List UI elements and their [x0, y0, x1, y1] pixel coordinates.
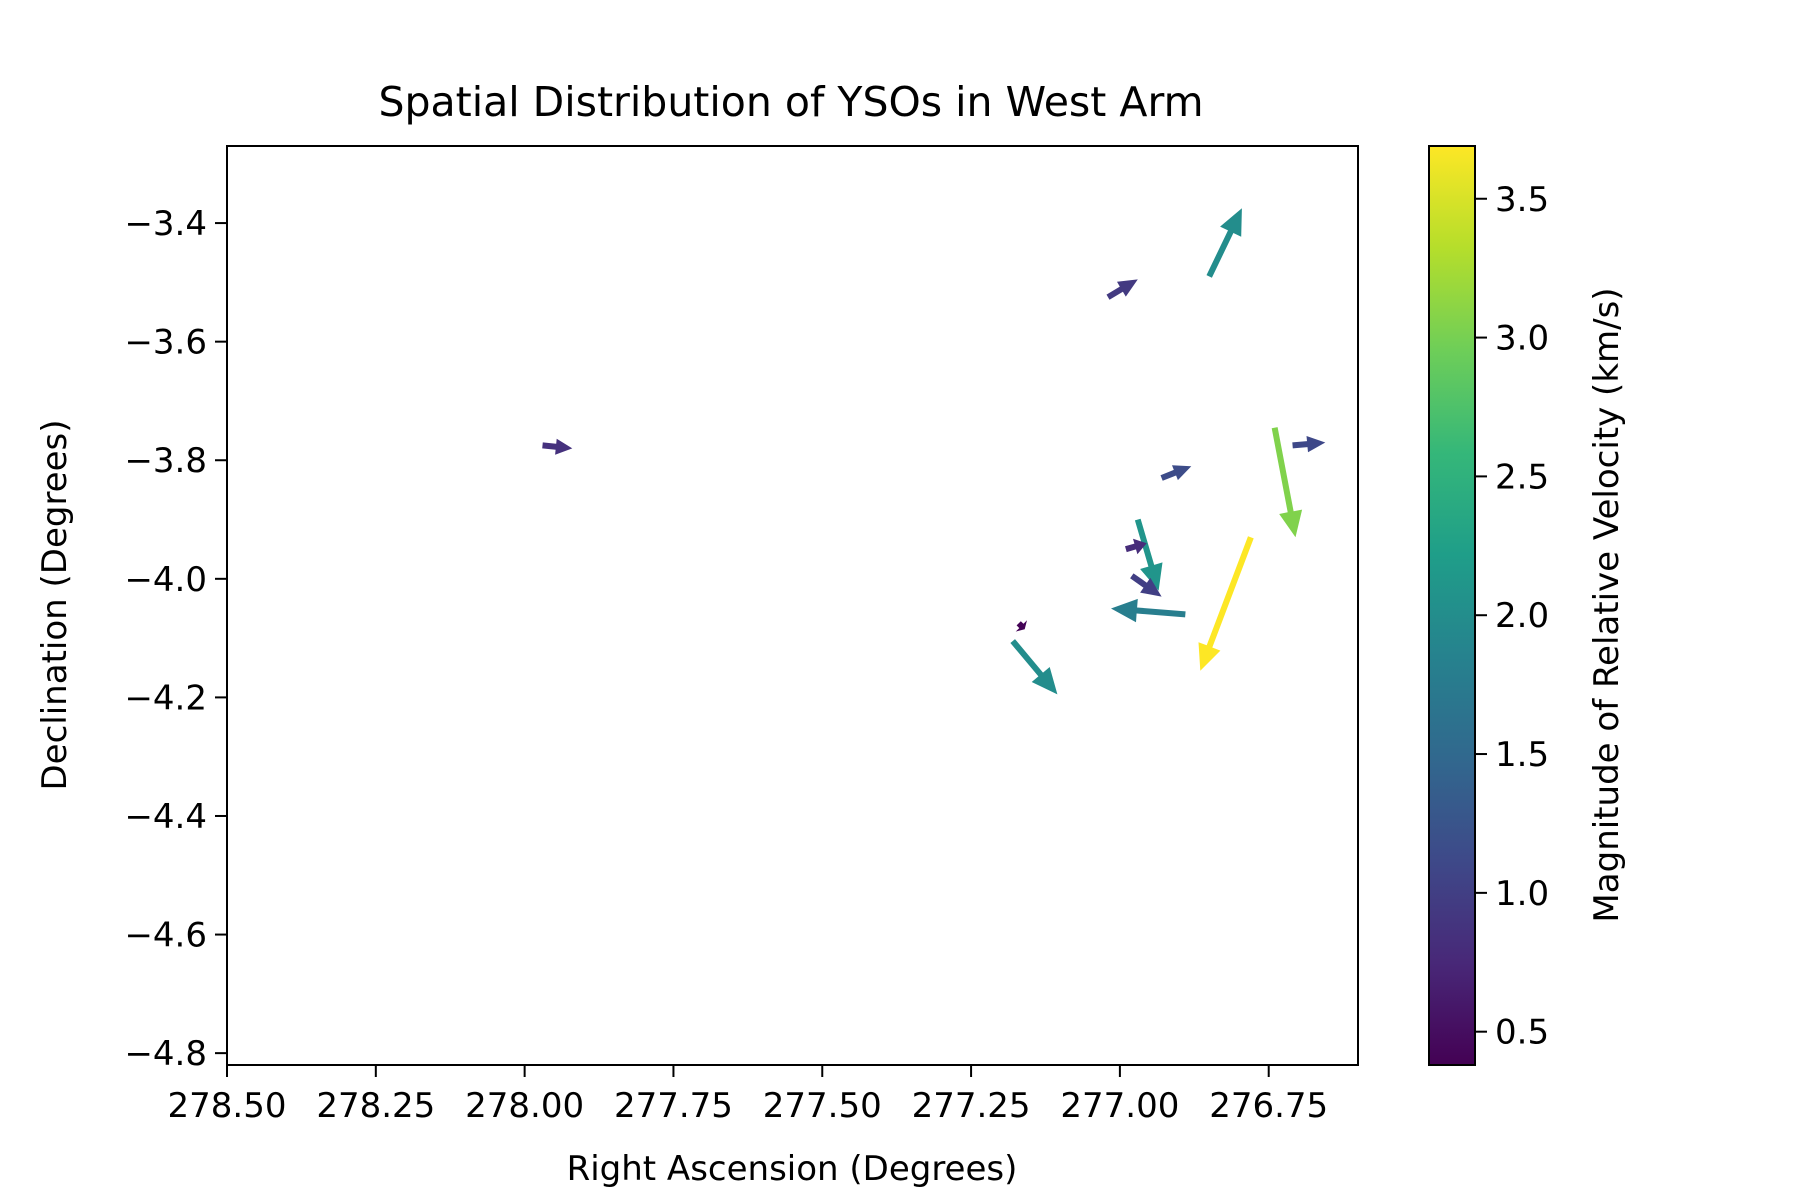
colorbar-ticks: 0.5 1.0 1.5 2.0 2.5 3.0 3.5	[1475, 180, 1549, 1053]
y-tick-label: −4.8	[124, 1034, 207, 1074]
velocity-arrow	[1134, 518, 1163, 591]
y-tick-label: −4.2	[124, 678, 207, 718]
x-tick-label: 278.50	[168, 1086, 287, 1126]
y-axis-title: Declination (Degrees)	[35, 420, 75, 791]
chart-title: Spatial Distribution of YSOs in West Arm	[378, 78, 1203, 126]
x-tick-label: 277.50	[763, 1086, 882, 1126]
velocity-arrow	[1125, 538, 1147, 555]
colorbar-tick-label: 2.5	[1495, 457, 1549, 497]
x-axis-title: Right Ascension (Degrees)	[567, 1149, 1018, 1189]
colorbar: 0.5 1.0 1.5 2.0 2.5 3.0 3.5 Magnitude of Relat…	[1428, 145, 1627, 1066]
velocity-vectors	[542, 208, 1326, 695]
plot-frame	[226, 145, 1359, 1066]
y-tick-label: −3.8	[124, 441, 207, 481]
x-tick-label: 277.25	[912, 1086, 1031, 1126]
y-tick-label: −3.6	[124, 323, 207, 363]
colorbar-tick-label: 2.0	[1495, 596, 1549, 636]
velocity-arrow	[1130, 573, 1162, 597]
velocity-arrow	[1198, 536, 1254, 671]
colorbar-gradient	[1429, 146, 1475, 1065]
colorbar-tick-label: 3.0	[1495, 319, 1549, 359]
colorbar-tick-label: 1.5	[1495, 735, 1549, 775]
velocity-arrow	[1015, 620, 1027, 632]
y-tick-label: −4.0	[124, 560, 207, 600]
plot-area	[226, 145, 1359, 1066]
velocity-arrow	[1106, 279, 1138, 300]
y-tick-label: −4.6	[124, 916, 207, 956]
y-axis-ticks: −3.4 −3.6 −3.8 −4.0 −4.2 −4.4 −4.6 −4.8	[124, 204, 227, 1074]
velocity-arrow	[1271, 427, 1303, 538]
colorbar-tick-label: 3.5	[1495, 180, 1549, 220]
x-axis-ticks: 278.50 278.25 278.00 277.75 277.50 277.25 277.…	[168, 1065, 1328, 1126]
x-tick-label: 277.75	[614, 1086, 733, 1126]
velocity-arrow	[1010, 639, 1058, 695]
colorbar-title: Magnitude of Relative Velocity (km/s)	[1587, 287, 1627, 922]
colorbar-tick-label: 1.0	[1495, 874, 1549, 914]
y-tick-label: −3.4	[124, 204, 207, 244]
velocity-arrow	[542, 438, 573, 455]
velocity-arrow	[1206, 208, 1242, 278]
x-tick-label: 276.75	[1209, 1086, 1328, 1126]
velocity-arrow	[1111, 598, 1186, 623]
x-tick-label: 278.00	[465, 1086, 584, 1126]
colorbar-tick-label: 0.5	[1495, 1013, 1549, 1053]
velocity-arrow	[1292, 436, 1326, 453]
y-tick-label: −4.4	[124, 797, 207, 837]
colorbar-frame	[1428, 145, 1476, 1066]
velocity-arrow	[1160, 465, 1192, 481]
x-tick-label: 278.25	[316, 1086, 435, 1126]
x-tick-label: 277.00	[1060, 1086, 1179, 1126]
